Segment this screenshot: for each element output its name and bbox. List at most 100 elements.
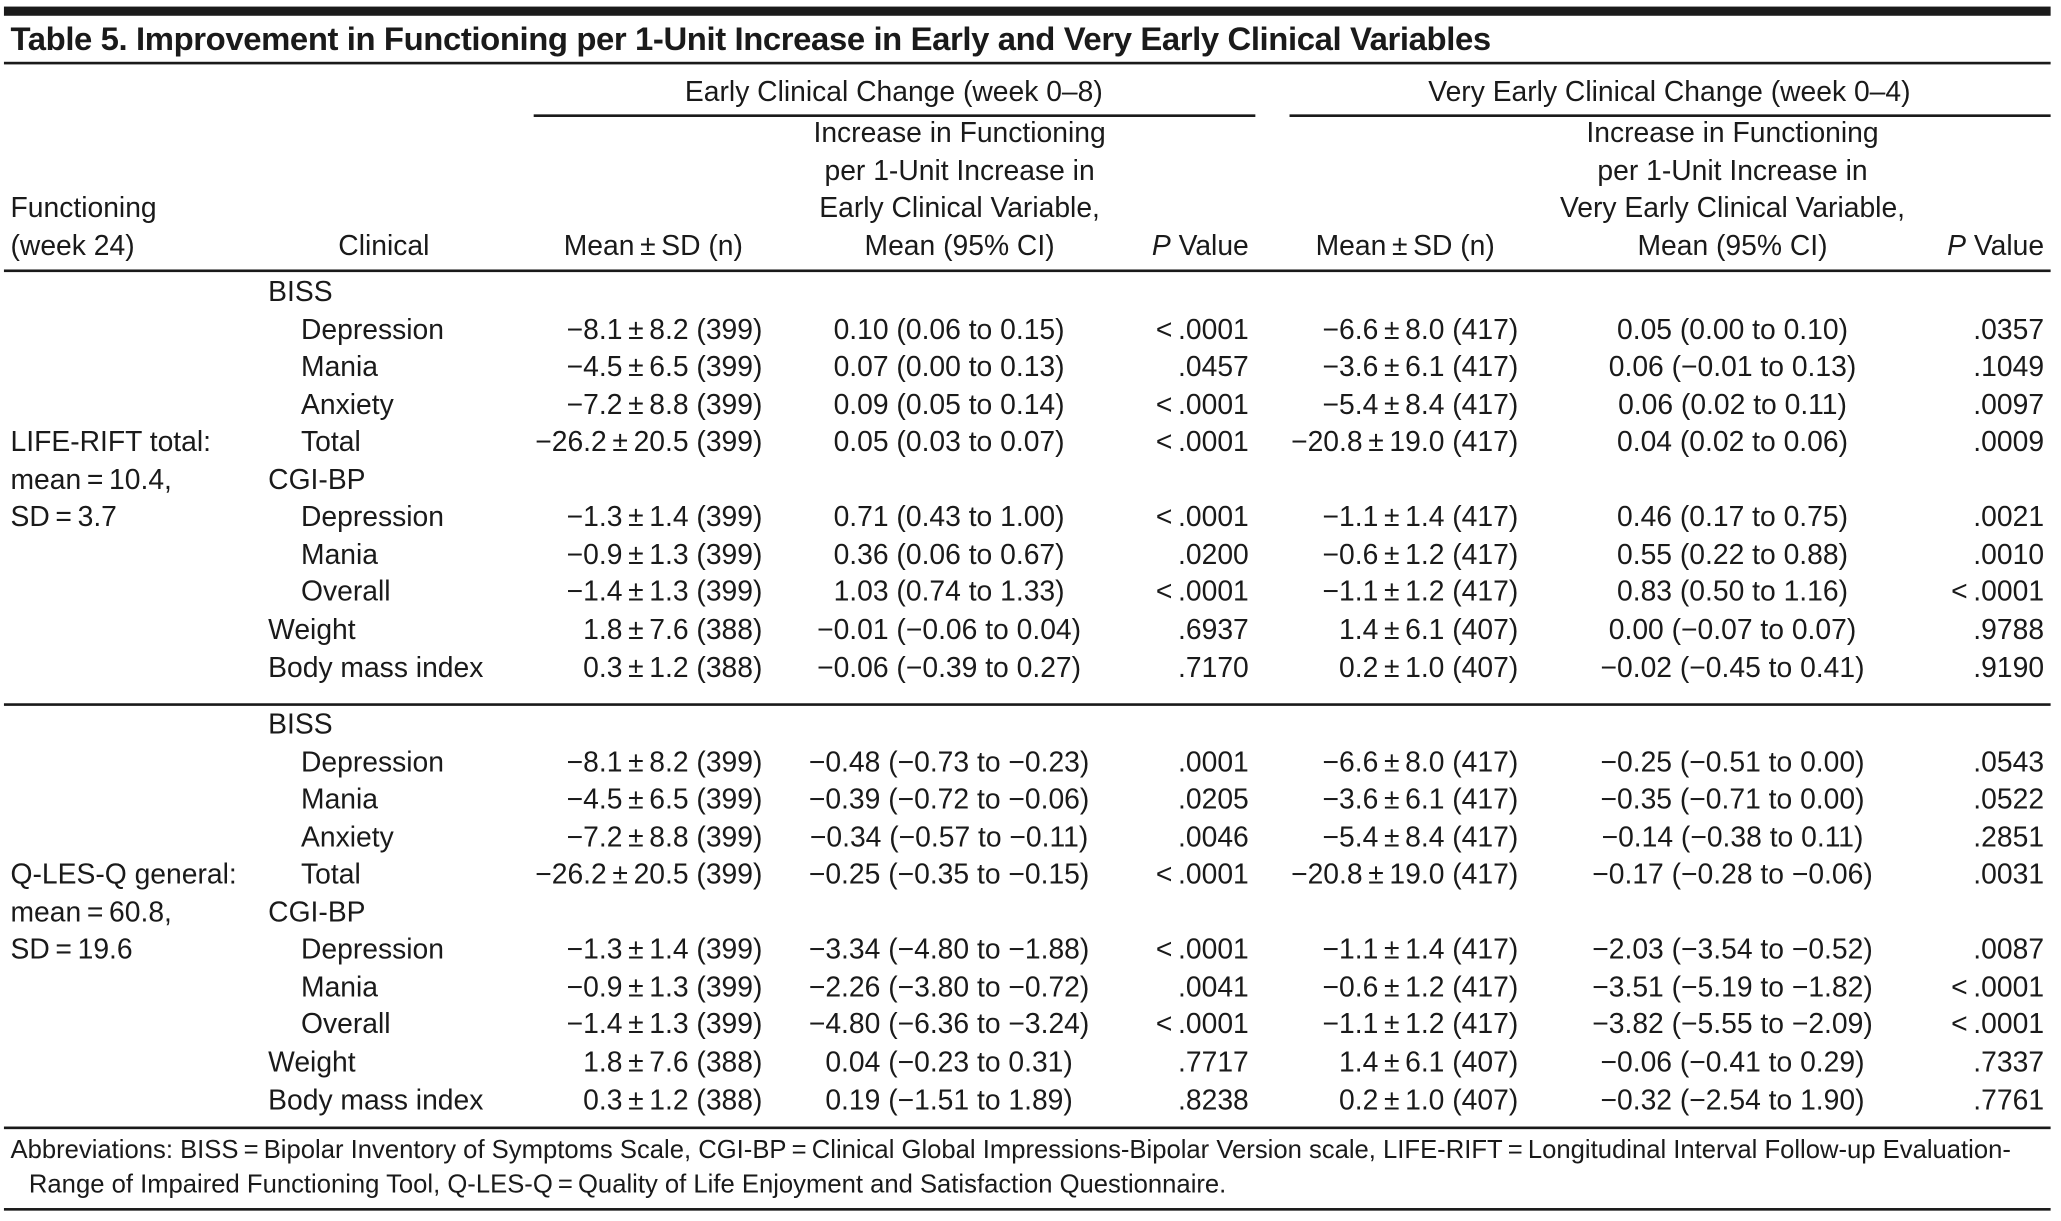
table-cell: < .0001 (1155, 313, 1249, 346)
table-cell: −0.06 (−0.39 to 0.27) (817, 651, 1082, 683)
table-title: Table 5. Improvement in Functioning per … (10, 21, 1492, 58)
table-cell: −1.4 ± 1.3 (399) (566, 576, 763, 608)
section-label: mean = 10.4, (10, 463, 172, 496)
table-cell: −7.2 ± 8.8 (399) (566, 821, 763, 853)
table-cell: .7337 (1973, 1046, 2045, 1078)
column-header: Mean (95% CI) (1637, 230, 1828, 262)
table-cell: .8238 (1178, 1083, 1249, 1116)
section-label: SD = 19.6 (10, 933, 133, 966)
table-cell: 1.4 ± 6.1 (407) (1339, 1046, 1519, 1078)
row-group: CGI-BP (268, 463, 366, 496)
clinical-variable: Overall (301, 576, 391, 608)
table-cell: −6.6 ± 8.0 (417) (1322, 313, 1519, 346)
table-cell: −1.1 ± 1.4 (417) (1322, 933, 1519, 966)
title-rule (3, 61, 2051, 64)
clinical-variable: Overall (301, 1008, 391, 1041)
clinical-variable: Body mass index (268, 651, 484, 683)
table-cell: .7170 (1178, 651, 1249, 683)
table-cell: 0.05 (0.00 to 0.10) (1617, 313, 1849, 346)
table-cell: .7717 (1178, 1046, 1249, 1078)
table-cell: −1.3 ± 1.4 (399) (566, 933, 763, 966)
table-cell: 0.71 (0.43 to 1.00) (833, 501, 1065, 533)
table-cell: −2.03 (−3.54 to −0.52) (1592, 933, 1873, 966)
table-cell: .0009 (1973, 426, 2045, 458)
table-cell: −0.34 (−0.57 to −0.11) (809, 821, 1089, 853)
section-label: LIFE-RIFT total: (10, 426, 212, 458)
section-rule (3, 703, 2051, 706)
table-cell: 0.55 (0.22 to 0.88) (1617, 538, 1849, 571)
table-cell: .9788 (1973, 613, 2045, 646)
table-cell: .1049 (1973, 351, 2045, 383)
clinical-variable: Mania (301, 351, 379, 383)
table-cell: −20.8 ± 19.0 (417) (1291, 858, 1519, 891)
table-cell: −1.1 ± 1.2 (417) (1322, 1008, 1519, 1041)
table-cell: −0.48 (−0.73 to −0.23) (808, 746, 1090, 778)
table-cell: .0001 (1178, 746, 1249, 778)
table-cell: −3.6 ± 6.1 (417) (1322, 351, 1519, 383)
table-cell: −3.51 (−5.19 to −1.82) (1592, 971, 1873, 1003)
table-cell: .0041 (1178, 971, 1249, 1003)
column-header: Mean ± SD (n) (1315, 230, 1495, 262)
group-rule (533, 114, 1256, 117)
table-cell: −0.9 ± 1.3 (399) (566, 971, 763, 1003)
clinical-variable: Weight (268, 613, 356, 646)
table-cell: −0.25 (−0.35 to −0.15) (808, 858, 1090, 891)
column-header: per 1-Unit Increase in (1597, 154, 1868, 187)
table-cell: 0.36 (0.06 to 0.67) (833, 538, 1065, 571)
table-cell: 1.8 ± 7.6 (388) (583, 613, 763, 646)
clinical-variable: Depression (301, 746, 444, 778)
table-cell: −0.35 (−0.71 to 0.00) (1600, 783, 1865, 816)
table-cell: −3.34 (−4.80 to −1.88) (808, 933, 1090, 966)
table-cell: .0522 (1973, 783, 2045, 816)
table-cell: < .0001 (1155, 1008, 1249, 1041)
table-cell: −20.8 ± 19.0 (417) (1291, 426, 1519, 458)
table-cell: −0.39 (−0.72 to −0.06) (808, 783, 1090, 816)
table-cell: .0543 (1973, 746, 2045, 778)
table-cell: −7.2 ± 8.8 (399) (566, 388, 763, 421)
table-cell: 0.05 (0.03 to 0.07) (833, 426, 1065, 458)
clinical-variable: Anxiety (301, 388, 394, 421)
table-cell: −0.17 (−0.28 to −0.06) (1592, 858, 1873, 891)
table-cell: .0457 (1178, 351, 1249, 383)
table-cell: −4.5 ± 6.5 (399) (566, 783, 763, 816)
table-cell: .2851 (1973, 821, 2045, 853)
table-cell: −1.3 ± 1.4 (399) (566, 501, 763, 533)
column-header: P Value (1947, 230, 2045, 262)
column-header: (week 24) (10, 230, 135, 262)
table-cell: < .0001 (1155, 501, 1249, 533)
table-cell: 0.19 (−1.51 to 1.89) (825, 1083, 1073, 1116)
clinical-variable: Body mass index (268, 1083, 484, 1116)
clinical-variable: Mania (301, 971, 379, 1003)
table-cell: −6.6 ± 8.0 (417) (1322, 746, 1519, 778)
clinical-variable: Depression (301, 933, 444, 966)
clinical-variable: Weight (268, 1046, 356, 1078)
table-cell: 0.2 ± 1.0 (407) (1339, 1083, 1519, 1116)
row-group: BISS (268, 708, 333, 741)
table-cell: −2.26 (−3.80 to −0.72) (808, 971, 1090, 1003)
column-header: Mean ± SD (n) (563, 230, 743, 262)
column-header: per 1-Unit Increase in (824, 154, 1095, 187)
table-cell: 0.10 (0.06 to 0.15) (833, 313, 1065, 346)
table-cell: −1.4 ± 1.3 (399) (566, 1008, 763, 1041)
column-header: Increase in Functioning (813, 117, 1106, 149)
section-label: SD = 3.7 (10, 501, 117, 533)
table-cell: 0.3 ± 1.2 (388) (583, 651, 763, 683)
table-cell: 0.07 (0.00 to 0.13) (833, 351, 1065, 383)
table-cell: −26.2 ± 20.5 (399) (535, 858, 763, 891)
column-group-header: Early Clinical Change (week 0–8) (684, 76, 1103, 108)
table-cell: 0.04 (0.02 to 0.06) (1617, 426, 1849, 458)
column-header: Mean (95% CI) (864, 230, 1055, 262)
table-cell: < .0001 (1155, 576, 1249, 608)
column-header: Early Clinical Variable, (819, 192, 1100, 224)
section-label: mean = 60.8, (10, 896, 172, 928)
table-cell: < .0001 (1155, 388, 1249, 421)
table-cell: −0.9 ± 1.3 (399) (566, 538, 763, 571)
table-cell: 0.06 (−0.01 to 0.13) (1608, 351, 1857, 383)
table-cell: −3.6 ± 6.1 (417) (1322, 783, 1519, 816)
table-cell: 0.06 (0.02 to 0.11) (1618, 388, 1847, 421)
group-rule (1289, 114, 2051, 117)
table-cell: < .0001 (1951, 576, 2045, 608)
column-header: Increase in Functioning (1586, 117, 1879, 149)
table-cell: 0.46 (0.17 to 0.75) (1617, 501, 1849, 533)
table-cell: −0.6 ± 1.2 (417) (1322, 538, 1519, 571)
